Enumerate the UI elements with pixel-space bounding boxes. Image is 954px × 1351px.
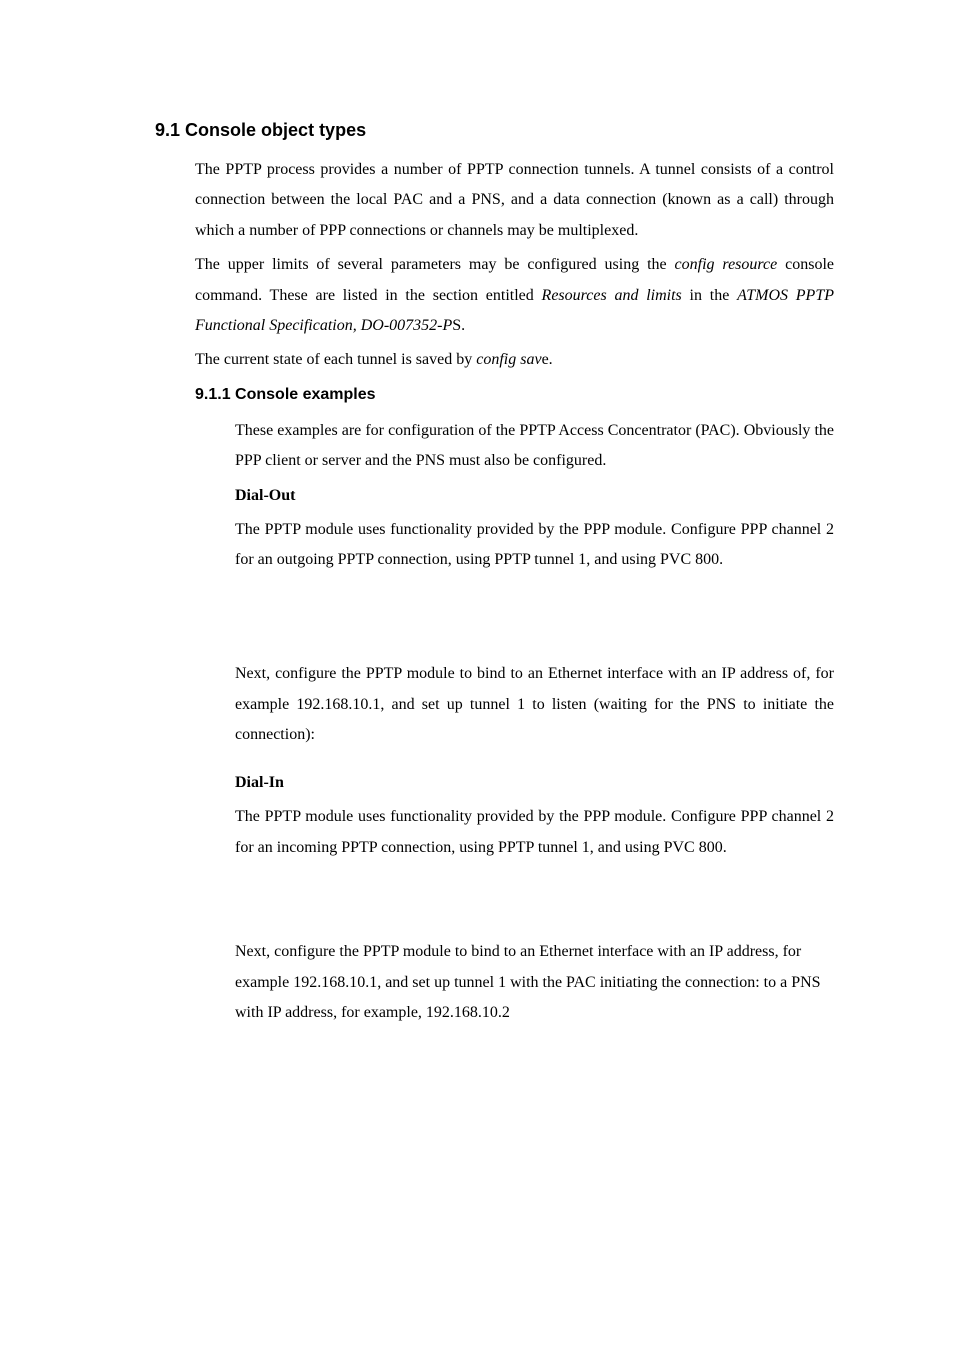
text-run: e. — [542, 351, 553, 368]
text-run: The upper limits of several parameters m… — [195, 256, 675, 273]
dialin-para-2: Next, configure the PPTP module to bind … — [235, 937, 834, 1028]
text-run: S. — [452, 317, 465, 334]
section-para-1: The PPTP process provides a number of PP… — [195, 155, 834, 246]
dialin-para-1: The PPTP module uses functionality provi… — [235, 802, 834, 863]
section-heading: 9.1 Console object types — [155, 120, 834, 141]
emphasis: config resource — [675, 256, 778, 273]
dialout-para-2: Next, configure the PPTP module to bind … — [235, 659, 834, 750]
subsection-heading: 9.1.1 Console examples — [195, 386, 834, 404]
subsection-body: These examples are for configuration of … — [235, 416, 834, 1029]
document-page: 9.1 Console object types The PPTP proces… — [0, 0, 954, 1351]
section-para-3: The current state of each tunnel is save… — [195, 345, 834, 375]
emphasis: config sav — [476, 351, 541, 368]
section-para-2: The upper limits of several parameters m… — [195, 250, 834, 341]
subsection-intro: These examples are for configuration of … — [235, 416, 834, 477]
spacer — [235, 579, 834, 659]
dialout-heading: Dial-Out — [235, 487, 834, 505]
spacer — [235, 867, 834, 937]
dialout-para-1: The PPTP module uses functionality provi… — [235, 515, 834, 576]
spacer — [235, 754, 834, 764]
subsection-number: 9.1.1 — [195, 386, 231, 403]
section-number: 9.1 — [155, 120, 180, 140]
text-run: The current state of each tunnel is save… — [195, 351, 476, 368]
section-body: The PPTP process provides a number of PP… — [195, 155, 834, 1028]
dialin-heading: Dial-In — [235, 774, 834, 792]
text-run: in the — [682, 287, 737, 304]
section-title: Console object types — [185, 120, 366, 140]
emphasis: Resources and limits — [542, 287, 682, 304]
subsection-title: Console examples — [235, 386, 376, 403]
